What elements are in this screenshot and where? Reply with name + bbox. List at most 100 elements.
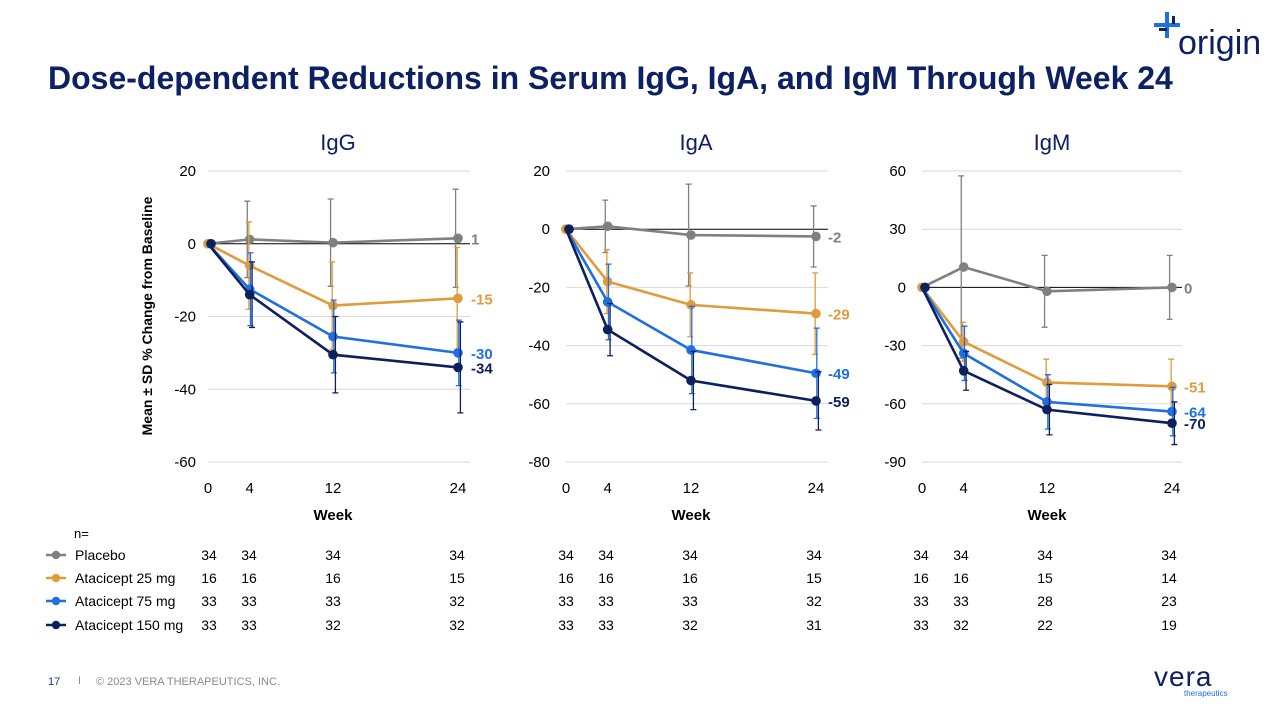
x-tick-label: 4 bbox=[959, 480, 967, 497]
series-line bbox=[206, 242, 459, 369]
n-count-cell: 34 bbox=[449, 547, 465, 563]
n-label: n= bbox=[74, 526, 89, 541]
vera-logo-subtext: therapeutics bbox=[1184, 689, 1228, 698]
chart-title: IgG bbox=[320, 130, 355, 155]
data-point bbox=[811, 308, 821, 319]
series-line bbox=[207, 242, 459, 355]
data-point bbox=[958, 366, 969, 376]
n-count-cell: 34 bbox=[241, 547, 257, 563]
n-count-cell: 33 bbox=[558, 617, 574, 633]
data-label: -29 bbox=[828, 307, 850, 324]
data-point bbox=[328, 331, 338, 342]
x-tick-label: 4 bbox=[245, 480, 253, 497]
n-count-cell: 28 bbox=[1037, 593, 1053, 609]
n-count-cell: 34 bbox=[913, 547, 929, 563]
y-tick-label: 0 bbox=[542, 221, 550, 238]
n-count-cell: 33 bbox=[953, 593, 969, 609]
x-tick-label: 0 bbox=[562, 480, 570, 497]
vera-logo: vera therapeutics bbox=[1154, 662, 1228, 698]
x-tick-label: 0 bbox=[204, 480, 212, 497]
y-tick-label: -90 bbox=[884, 454, 906, 471]
n-count-cell: 32 bbox=[806, 593, 822, 609]
data-point bbox=[1167, 406, 1177, 417]
data-point bbox=[1042, 404, 1052, 415]
y-tick-label: 20 bbox=[533, 163, 550, 180]
data-point bbox=[328, 349, 338, 360]
footer-separator: I bbox=[78, 675, 82, 687]
data-point bbox=[602, 297, 613, 307]
n-table-row: Atacicept 25 mg 16 16 16 15 16 16 16 15 16 16 15 14 bbox=[46, 570, 1177, 586]
series-placebo: -2 bbox=[561, 183, 841, 287]
data-label: -15 bbox=[471, 291, 493, 308]
n-count-cell: 33 bbox=[201, 593, 217, 609]
y-tick-label: 60 bbox=[889, 163, 906, 180]
n-count-cell: 16 bbox=[241, 570, 257, 586]
data-point bbox=[602, 221, 613, 232]
n-count-cell: 33 bbox=[598, 617, 614, 633]
y-tick-label: -20 bbox=[528, 279, 550, 296]
data-point bbox=[1042, 377, 1052, 388]
n-count-cell: 32 bbox=[325, 617, 341, 633]
x-axis-label: Week bbox=[314, 507, 354, 524]
series-line bbox=[920, 286, 1173, 388]
n-count-cell: 33 bbox=[913, 617, 929, 633]
series-atacicept-25: -29 bbox=[561, 224, 850, 355]
data-point bbox=[453, 233, 463, 244]
series-placebo: 0 bbox=[917, 175, 1192, 359]
n-count-cell: 16 bbox=[558, 570, 574, 586]
n-count-cell: 34 bbox=[953, 547, 969, 563]
n-count-cell: 34 bbox=[1037, 547, 1053, 563]
data-label: 0 bbox=[1184, 280, 1192, 297]
y-tick-label: -30 bbox=[884, 338, 906, 355]
chart-title: IgM bbox=[1034, 130, 1071, 155]
n-count-cell: 23 bbox=[1161, 593, 1177, 609]
data-point bbox=[1042, 286, 1052, 297]
y-tick-label: -40 bbox=[528, 338, 550, 355]
n-count-cell: 33 bbox=[913, 593, 929, 609]
n-count-cell: 15 bbox=[806, 570, 822, 586]
n-count-cell: 34 bbox=[558, 547, 574, 563]
series-line bbox=[564, 228, 817, 375]
y-tick-label: 30 bbox=[889, 221, 906, 238]
data-point bbox=[958, 348, 969, 359]
n-table-row: Atacicept 150 mg 33 33 32 32 33 33 32 31 33 32 22 19 bbox=[46, 617, 1177, 633]
n-count-cell: 34 bbox=[325, 547, 341, 563]
data-point bbox=[686, 230, 696, 240]
legend-entry: Placebo bbox=[75, 547, 126, 563]
x-tick-label: 12 bbox=[683, 480, 700, 497]
y-tick-label: 0 bbox=[188, 236, 196, 253]
series-atacicept-150: -70 bbox=[920, 282, 1206, 446]
y-tick-label: 20 bbox=[179, 163, 196, 180]
n-count-cell: 33 bbox=[682, 593, 698, 609]
data-point bbox=[811, 396, 821, 406]
series-line bbox=[207, 242, 459, 307]
series-atacicept-150: -59 bbox=[564, 224, 850, 431]
n-count-cell: 34 bbox=[598, 547, 614, 563]
chart-igm: 60 30 0 -30 -60 -90 0 4 12 24 Week IgM 0 -51 -64-70 bbox=[884, 130, 1206, 524]
y-axis-label: Mean ± SD % Change from Baseline bbox=[139, 196, 155, 435]
data-point bbox=[1167, 282, 1177, 293]
data-label: -34 bbox=[471, 360, 493, 377]
n-count-cell: 16 bbox=[913, 570, 929, 586]
data-point bbox=[206, 238, 216, 249]
n-count-cell: 16 bbox=[598, 570, 614, 586]
y-tick-label: -80 bbox=[528, 454, 550, 471]
series-line bbox=[564, 228, 817, 403]
data-point bbox=[686, 300, 696, 310]
n-table: n= Placebo 34 34 34 34 34 34 34 34 34 34 34 34 Atacice… bbox=[46, 526, 1177, 633]
data-point bbox=[328, 300, 338, 311]
data-point bbox=[1167, 418, 1177, 429]
n-count-cell: 32 bbox=[953, 617, 969, 633]
n-count-cell: 34 bbox=[1161, 547, 1177, 563]
data-point bbox=[602, 324, 613, 335]
series-line bbox=[564, 228, 817, 315]
data-point bbox=[453, 362, 463, 373]
series-atacicept-150: -34 bbox=[206, 238, 493, 414]
data-point bbox=[244, 289, 255, 300]
n-count-cell: 16 bbox=[953, 570, 969, 586]
page-number: 17 bbox=[48, 676, 61, 688]
data-label: -70 bbox=[1184, 416, 1206, 433]
x-tick-label: 4 bbox=[603, 480, 611, 497]
n-count-cell: 32 bbox=[682, 617, 698, 633]
chart-iga: 20 0 -20 -40 -60 -80 0 4 12 24 Week IgA -2 -29 -49 -59 bbox=[528, 130, 849, 524]
